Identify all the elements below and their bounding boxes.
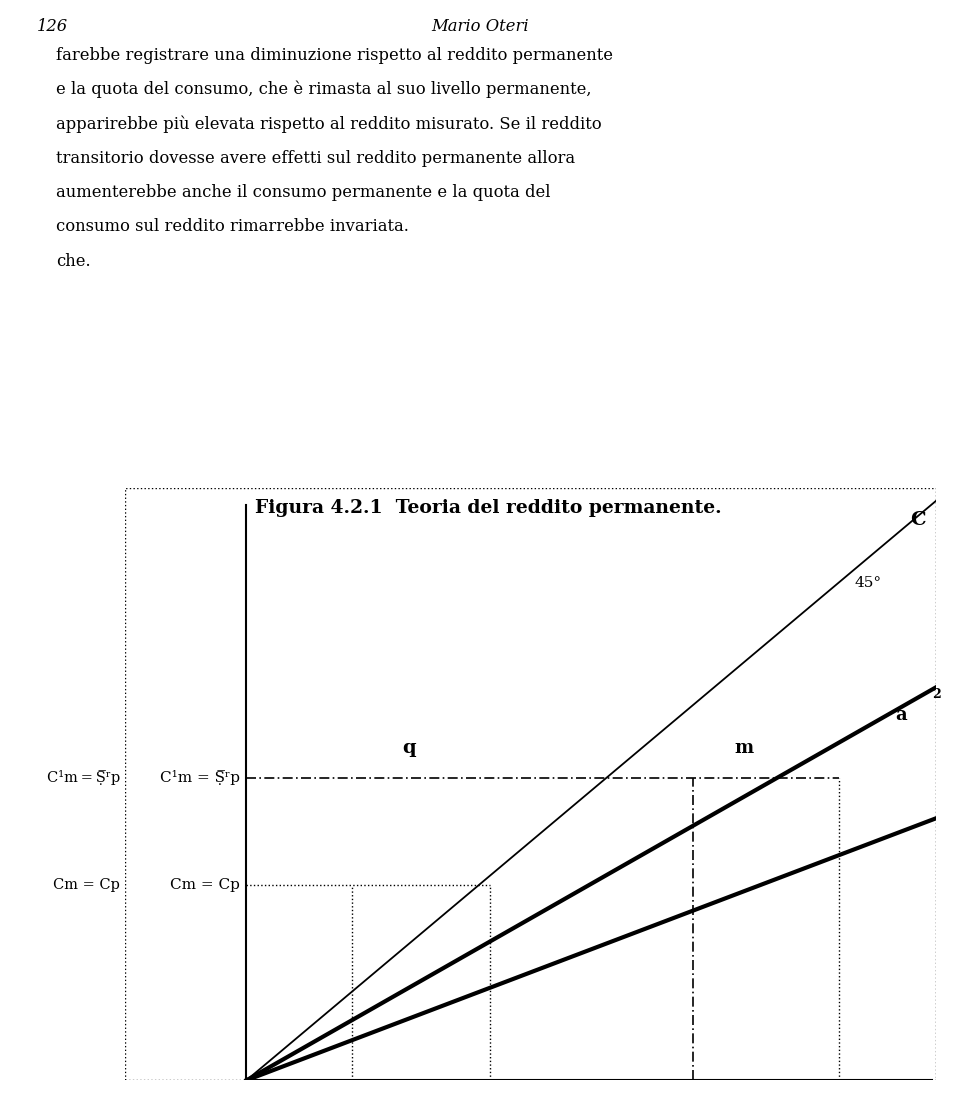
Text: Mario Oteri: Mario Oteri: [431, 18, 529, 34]
Text: che.: che.: [56, 253, 90, 269]
Text: m: m: [734, 739, 754, 757]
Text: consumo sul reddito rimarrebbe invariata.: consumo sul reddito rimarrebbe invariata…: [56, 218, 409, 235]
Text: aumenterebbe anche il consumo permanente e la quota del: aumenterebbe anche il consumo permanente…: [56, 184, 550, 201]
Text: transitorio dovesse avere effetti sul reddito permanente allora: transitorio dovesse avere effetti sul re…: [56, 150, 575, 166]
Text: e la quota del consumo, che è rimasta al suo livello permanente,: e la quota del consumo, che è rimasta al…: [56, 81, 591, 99]
Text: 126: 126: [36, 18, 67, 34]
Text: Cm = Cp: Cm = Cp: [170, 878, 240, 892]
Text: 45°: 45°: [855, 576, 882, 591]
Text: 2: 2: [932, 688, 941, 700]
Text: C: C: [910, 511, 925, 529]
Text: apparirebbe più elevata rispetto al reddito misurato. Se il reddito: apparirebbe più elevata rispetto al redd…: [56, 115, 601, 133]
Text: Cm = Cp: Cm = Cp: [53, 878, 120, 892]
Text: a: a: [896, 706, 907, 724]
Text: C¹m = Ṣ̅ʳp: C¹m = Ṣ̅ʳp: [160, 770, 240, 786]
Text: C¹m = Ṣ̅ʳp: C¹m = Ṣ̅ʳp: [47, 770, 120, 786]
Text: q: q: [402, 739, 416, 758]
Text: farebbe registrare una diminuzione rispetto al reddito permanente: farebbe registrare una diminuzione rispe…: [56, 47, 612, 63]
Text: Figura 4.2.1  Teoria del reddito permanente.: Figura 4.2.1 Teoria del reddito permanen…: [254, 500, 721, 517]
